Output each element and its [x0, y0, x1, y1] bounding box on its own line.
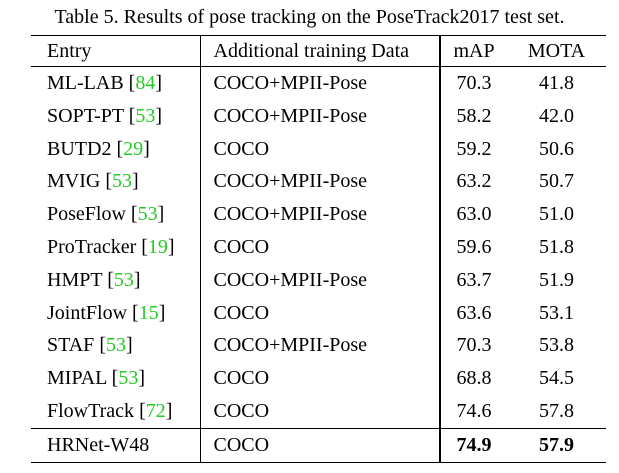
cell-entry: FlowTrack [72]: [31, 394, 201, 429]
cell-map: 68.8: [456, 367, 492, 390]
cell-map: 74.9: [456, 433, 492, 456]
table-header-row: Entry Additional training Data mAP MOTA: [31, 35, 606, 67]
citation-link[interactable]: 15: [138, 301, 159, 324]
cell-additional-data: COCO+MPII-Pose: [200, 198, 441, 231]
header-entry: Entry: [31, 35, 201, 67]
cell-mota: 42.0: [539, 104, 574, 127]
cell-mota: 57.9: [539, 433, 574, 456]
citation-link[interactable]: 53: [105, 334, 126, 357]
cell-entry: HMPT [53]: [31, 263, 201, 297]
cell-additional-data: COCO+MPII-Pose: [200, 99, 441, 133]
table-body: ML-LAB [84] COCO+MPII-Pose 70.3 41.8 SOPT-PT…: [31, 66, 606, 429]
citation-link[interactable]: 84: [135, 72, 156, 94]
cell-mota: 50.6: [539, 137, 574, 160]
cell-map: 63.2: [456, 170, 492, 193]
entry-name: BUTD2: [47, 137, 112, 160]
cell-additional-data: COCO: [200, 296, 441, 330]
cell-mota: 53.1: [539, 301, 574, 324]
cell-mota: 51.8: [539, 235, 574, 258]
cell-entry: ML-LAB [84]: [31, 66, 201, 100]
entry-name: MIPAL: [47, 367, 107, 390]
entry-name: FlowTrack: [47, 399, 135, 422]
cell-mota: 54.5: [539, 367, 574, 390]
cell-mota: 51.9: [539, 268, 574, 291]
table-row: PoseFlow [53] COCO+MPII-Pose 63.0 51.0: [31, 198, 606, 231]
cell-entry: MIPAL [53]: [31, 362, 201, 395]
entry-name: SOPT-PT: [47, 104, 124, 127]
cell-map: 59.2: [456, 137, 492, 160]
cell-additional-data: COCO: [200, 428, 441, 463]
header-map: mAP: [453, 40, 495, 62]
cell-entry: PoseFlow [53]: [31, 198, 201, 231]
results-table: Entry Additional training Data mAP MOTA …: [31, 35, 606, 463]
citation-link[interactable]: 19: [147, 235, 168, 258]
cell-map: 58.2: [456, 104, 492, 127]
citation-link[interactable]: 53: [137, 203, 158, 226]
cell-additional-data: COCO+MPII-Pose: [200, 263, 441, 297]
cell-additional-data: COCO+MPII-Pose: [200, 329, 441, 363]
cell-entry: MVIG [53]: [31, 165, 201, 199]
citation-link[interactable]: 53: [118, 367, 139, 390]
cell-additional-data: COCO: [200, 132, 441, 166]
entry-name: HMPT: [47, 268, 103, 291]
results-table-container: Entry Additional training Data mAP MOTA …: [31, 35, 606, 463]
table-row: STAF [53] COCO+MPII-Pose 70.3 53.8: [31, 329, 606, 363]
cell-map: 70.3: [456, 72, 492, 94]
citation-link[interactable]: 53: [112, 170, 133, 193]
table-row: ML-LAB [84] COCO+MPII-Pose 70.3 41.8: [31, 66, 606, 100]
cell-map: 74.6: [456, 399, 492, 422]
table-row: FlowTrack [72] COCO 74.6 57.8: [31, 394, 606, 429]
cell-mota: 57.8: [539, 399, 574, 422]
table-row: MVIG [53] COCO+MPII-Pose 63.2 50.7: [31, 165, 606, 199]
table-row: BUTD2 [29] COCO 59.2 50.6: [31, 132, 606, 166]
cell-entry: ProTracker [19]: [31, 230, 201, 264]
cell-entry: BUTD2 [29]: [31, 132, 201, 166]
header-additional-data: Additional training Data: [200, 35, 441, 67]
table-row: JointFlow [15] COCO 63.6 53.1: [31, 296, 606, 330]
table-row: HMPT [53] COCO+MPII-Pose 63.7 51.9: [31, 263, 606, 297]
table-row: ProTracker [19] COCO 59.6 51.8: [31, 230, 606, 264]
cell-additional-data: COCO+MPII-Pose: [200, 165, 441, 199]
cell-additional-data: COCO+MPII-Pose: [200, 66, 441, 100]
cell-additional-data: COCO: [200, 362, 441, 395]
entry-name: PoseFlow: [47, 203, 126, 226]
citation-link[interactable]: 72: [145, 399, 166, 422]
citation-link[interactable]: 53: [113, 268, 134, 291]
cell-entry: STAF [53]: [31, 329, 201, 363]
table-row: SOPT-PT [53] COCO+MPII-Pose 58.2 42.0: [31, 99, 606, 133]
table-row-hrnet: HRNet-W48 COCO 74.9 57.9: [31, 428, 606, 463]
cell-map: 63.6: [456, 301, 492, 324]
cell-entry: JointFlow [15]: [31, 296, 201, 330]
cell-entry: SOPT-PT [53]: [31, 99, 201, 133]
entry-name: ProTracker: [47, 235, 137, 258]
cell-mota: 51.0: [539, 203, 574, 226]
entry-name: JointFlow: [47, 301, 128, 324]
cell-map: 59.6: [456, 235, 492, 258]
citation-link[interactable]: 29: [123, 137, 144, 160]
entry-name: MVIG: [47, 170, 101, 193]
cell-additional-data: COCO: [200, 230, 441, 264]
table-caption: Table 5. Results of pose tracking on the…: [54, 6, 565, 28]
cell-map: 63.7: [456, 268, 492, 291]
cell-map: 70.3: [456, 334, 492, 357]
citation-link[interactable]: 53: [135, 104, 156, 127]
cell-map: 63.0: [456, 203, 492, 226]
entry-name: STAF: [47, 334, 95, 357]
header-mota: MOTA: [527, 40, 586, 62]
entry-name: ML-LAB: [47, 72, 124, 94]
table-row: MIPAL [53] COCO 68.8 54.5: [31, 362, 606, 395]
cell-mota: 53.8: [539, 334, 574, 357]
cell-mota: 50.7: [539, 170, 574, 193]
cell-additional-data: COCO: [200, 394, 441, 429]
cell-entry: HRNet-W48: [31, 428, 201, 463]
cell-mota: 41.8: [539, 72, 574, 94]
